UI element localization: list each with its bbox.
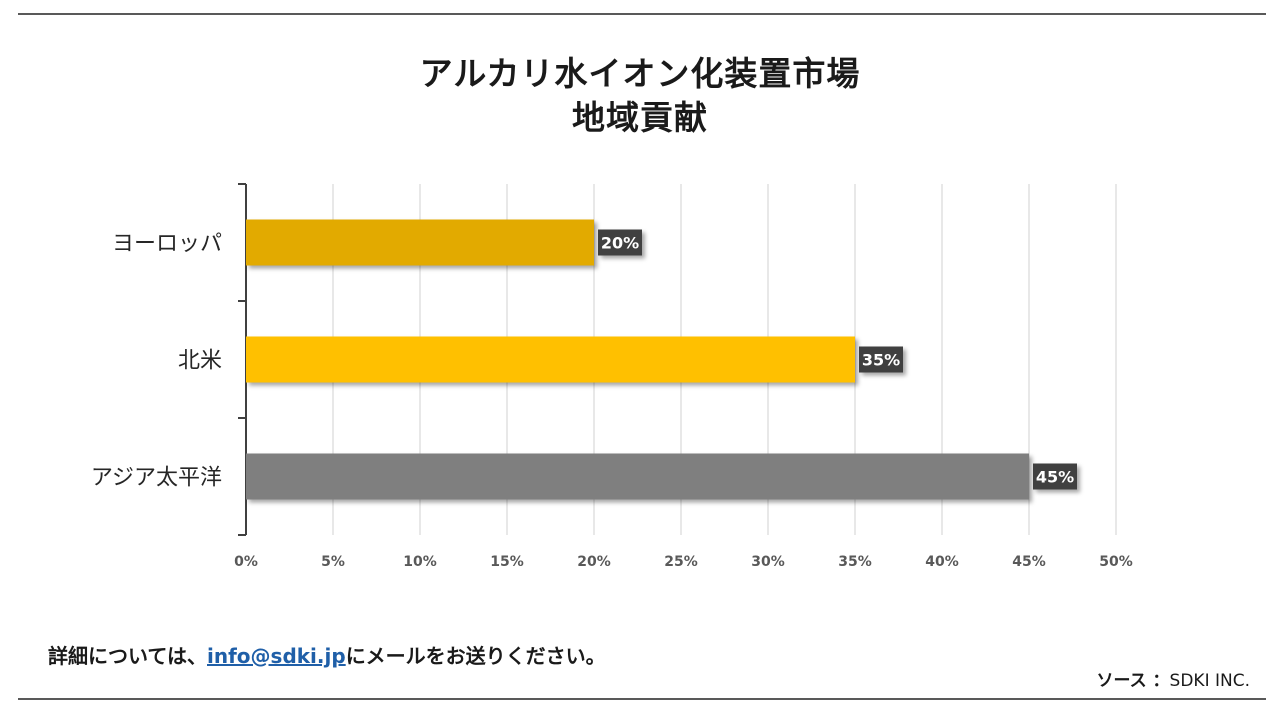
- x-tick-label: 0%: [234, 554, 258, 570]
- data-label-box: [1033, 463, 1077, 490]
- x-tick-label: 30%: [751, 554, 785, 570]
- x-tick-label: 20%: [577, 554, 611, 570]
- contact-note: 詳細については、info@sdki.jpにメールをお送りください。: [48, 640, 606, 669]
- x-tick-label: 45%: [1012, 554, 1046, 570]
- x-tick-label: 10%: [403, 554, 437, 570]
- chart-title: アルカリ水イオン化装置市場 地域貢献: [0, 52, 1280, 140]
- data-label-box: [859, 346, 903, 373]
- top-rule: [18, 13, 1266, 15]
- bar: [246, 453, 1029, 500]
- data-label: 45%: [1036, 468, 1074, 487]
- source-note: ソース ：SDKI INC.: [1096, 666, 1250, 691]
- title-line-2: 地域貢献: [572, 98, 708, 137]
- bar: [246, 336, 855, 383]
- title-line-1: アルカリ水イオン化装置市場: [419, 54, 861, 93]
- source-label: ソース ：: [1096, 671, 1170, 691]
- data-label-box: [598, 229, 642, 256]
- bottom-rule: [18, 698, 1266, 700]
- bar-chart: 0% 5% 10% 15% 20% 25% 30% 35% 40% 45% 50% ヨーロッパ 20% 北…: [91, 183, 1133, 570]
- y-category-label: アジア太平洋: [91, 466, 222, 491]
- email-link[interactable]: info@sdki.jp: [207, 644, 346, 668]
- source-value: SDKI INC.: [1169, 671, 1250, 691]
- x-tick-label: 15%: [490, 554, 524, 570]
- data-label: 20%: [601, 234, 639, 253]
- x-tick-label: 25%: [664, 554, 698, 570]
- y-category-label: ヨーロッパ: [112, 232, 222, 257]
- x-tick-label: 40%: [925, 554, 959, 570]
- x-tick-label: 50%: [1099, 554, 1133, 570]
- x-tick-label: 5%: [321, 554, 345, 570]
- x-tick-label: 35%: [838, 554, 872, 570]
- contact-prefix: 詳細については、: [48, 644, 207, 668]
- y-category-label: 北米: [178, 349, 222, 374]
- contact-suffix: にメールをお送りください。: [345, 644, 606, 668]
- bar: [246, 219, 594, 266]
- data-label: 35%: [862, 351, 900, 370]
